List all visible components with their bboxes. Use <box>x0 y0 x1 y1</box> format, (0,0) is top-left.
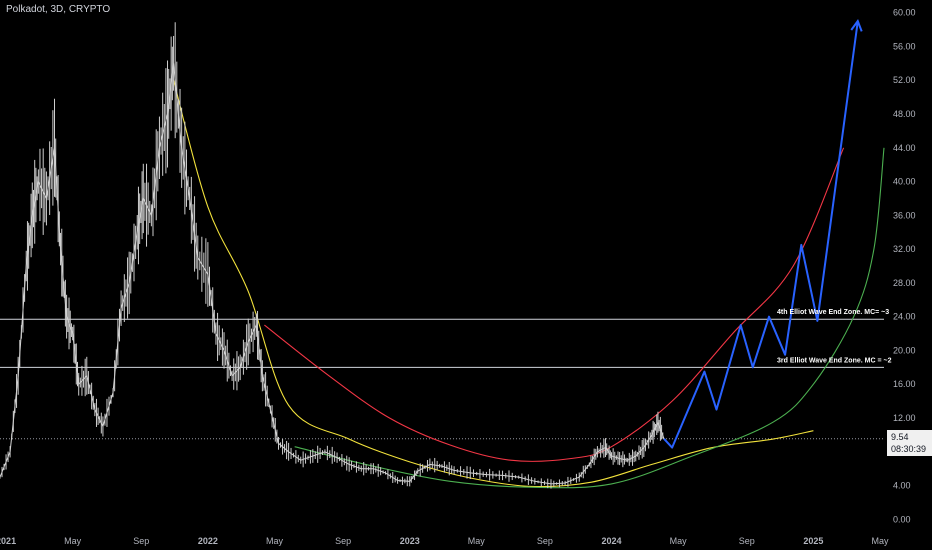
annotations: 4th Elliot Wave End Zone. MC= ~3 3rd Elli… <box>777 309 892 364</box>
x-tick-label: May <box>266 536 284 546</box>
horizontal-lines <box>0 318 884 440</box>
y-tick-label: 20.00 <box>893 345 916 355</box>
y-tick-label: 36.00 <box>893 210 916 220</box>
trend-curve-2[interactable] <box>294 147 885 489</box>
trend-curve-0[interactable] <box>173 80 814 488</box>
price-series <box>0 22 665 489</box>
y-tick-label: 32.00 <box>893 244 916 254</box>
y-tick-label: 16.00 <box>893 379 916 389</box>
x-tick-label: Sep <box>739 536 755 546</box>
x-tick-label: Sep <box>133 536 149 546</box>
projection-series <box>663 19 863 449</box>
y-tick-label: 12.00 <box>893 413 916 423</box>
y-tick-label: 0.00 <box>893 514 911 524</box>
y-tick-label: 56.00 <box>893 41 916 51</box>
x-tick-label: 2021 <box>0 536 16 546</box>
y-tick-label: 40.00 <box>893 177 916 187</box>
x-tick-label: 2022 <box>198 536 218 546</box>
x-tick-label: Sep <box>537 536 553 546</box>
y-tick-label: 52.00 <box>893 75 916 85</box>
x-tick-label: 2025 <box>803 536 823 546</box>
trend-curve-1[interactable] <box>264 147 845 462</box>
wave-zone-label-0: 4th Elliot Wave End Zone. MC= ~3 <box>777 309 889 316</box>
y-tick-label: 48.00 <box>893 109 916 119</box>
x-tick-label: May <box>670 536 688 546</box>
y-tick-label: 44.00 <box>893 143 916 153</box>
current-price-value: 9.54 <box>891 432 909 442</box>
projection-arrowhead <box>850 19 863 32</box>
wave-zone-label-1: 3rd Elliot Wave End Zone. MC = ~2 <box>777 357 892 364</box>
x-tick-label: Sep <box>335 536 351 546</box>
y-tick-label: 28.00 <box>893 278 916 288</box>
y-tick-label: 4.00 <box>893 481 911 491</box>
current-price-countdown: 08:30:39 <box>891 444 927 454</box>
x-tick-label: May <box>871 536 889 546</box>
x-tick-label: May <box>468 536 486 546</box>
chart-title: Polkadot, 3D, CRYPTO <box>6 4 111 15</box>
x-axis: 2021 May Sep 2022 May Sep 2023 May Sep 2024 May Sep… <box>0 536 889 546</box>
x-tick-label: 2024 <box>602 536 622 546</box>
current-price-badge: 9.54 08:30:39 <box>887 430 932 456</box>
projection-line[interactable] <box>663 20 859 449</box>
trend-curves <box>173 80 885 489</box>
x-tick-label: May <box>64 536 82 546</box>
y-tick-label: 60.00 <box>893 8 916 18</box>
y-tick-label: 24.00 <box>893 312 916 322</box>
x-tick-label: 2023 <box>400 536 420 546</box>
